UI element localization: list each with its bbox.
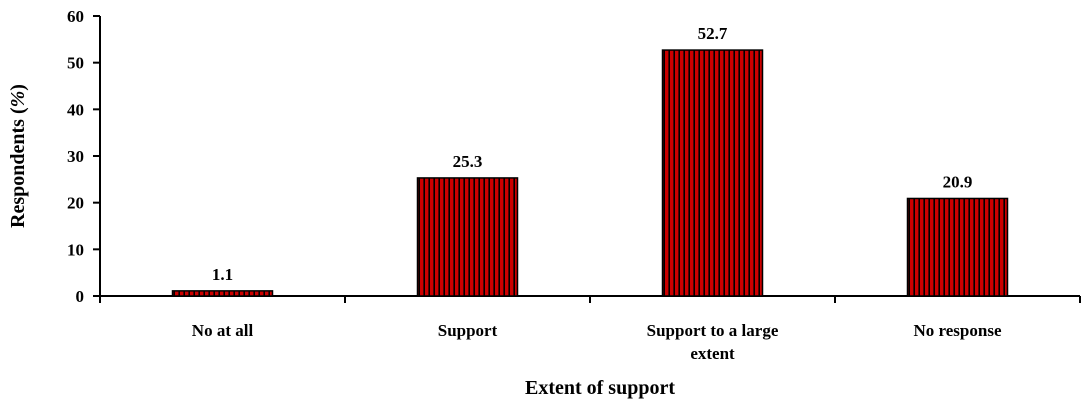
- x-tick-label: extent: [690, 344, 735, 363]
- x-axis-title: Extent of support: [525, 377, 675, 399]
- y-tick-label: 60: [67, 7, 84, 26]
- y-tick-label: 0: [76, 287, 85, 306]
- data-labels-group: 1.1 25.3 52.7 20.9: [212, 24, 973, 284]
- y-tick-label: 30: [67, 147, 84, 166]
- bar: [416, 177, 519, 297]
- data-label: 25.3: [453, 152, 483, 171]
- bar: [171, 290, 274, 297]
- bar: [906, 197, 1009, 297]
- x-tick-label: No at all: [192, 321, 254, 340]
- x-tick-label: Support: [438, 321, 498, 340]
- y-tick-label: 10: [67, 240, 84, 259]
- bars-group: [171, 49, 1009, 297]
- y-tick-label: 20: [67, 194, 84, 213]
- y-tick-label: 50: [67, 54, 84, 73]
- y-axis-title-main: Respondents (: [7, 107, 29, 228]
- x-tick-label: Support to a large: [647, 321, 779, 340]
- x-axis: No at all Support Support to a large extent…: [99, 295, 1081, 363]
- y-tick-label: 40: [67, 100, 84, 119]
- y-axis-title-close: ): [7, 84, 29, 91]
- x-tick-label: No response: [914, 321, 1002, 340]
- data-label: 52.7: [698, 24, 728, 43]
- y-axis-title-unit: %: [7, 91, 29, 108]
- data-label: 20.9: [943, 172, 973, 191]
- y-axis: 0 10 20 30 40 50 60: [67, 7, 101, 306]
- data-label: 1.1: [212, 265, 233, 284]
- y-axis-title: Respondents (%): [7, 84, 29, 228]
- bar: [661, 49, 764, 297]
